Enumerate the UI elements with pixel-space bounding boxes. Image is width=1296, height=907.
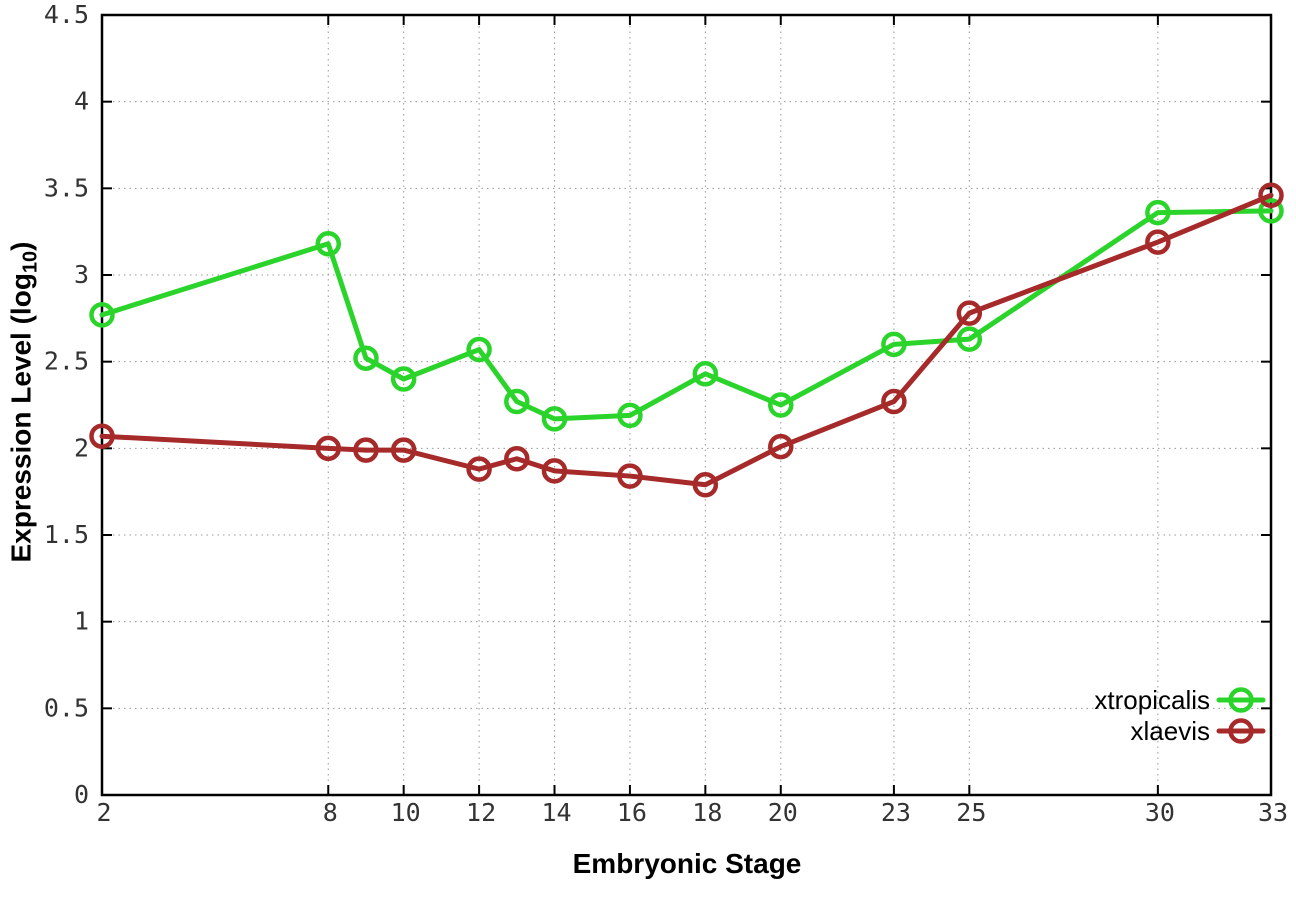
legend-label-xlaevis: xlaevis bbox=[1131, 716, 1210, 746]
marker-xlaevis-18 bbox=[692, 471, 719, 498]
x-tick-label-8: 8 bbox=[323, 798, 338, 827]
series-line-xlaevis bbox=[99, 192, 1274, 488]
marker-xtropicalis-20 bbox=[768, 392, 794, 418]
y-axis-title-text: Expression Level (log bbox=[5, 273, 37, 563]
x-tick-label-33: 33 bbox=[1258, 798, 1288, 827]
marker-xlaevis-12 bbox=[466, 456, 492, 482]
marker-xtropicalis-13 bbox=[504, 388, 530, 415]
marker-xtropicalis-14 bbox=[541, 406, 568, 432]
marker-xtropicalis-2 bbox=[89, 302, 115, 328]
marker-xlaevis-16 bbox=[617, 463, 643, 489]
y-tick-label-1: 1 bbox=[74, 607, 89, 636]
x-tick-label-18: 18 bbox=[692, 798, 722, 827]
marker-xlaevis-33 bbox=[1258, 182, 1284, 209]
marker-xtropicalis-9 bbox=[353, 345, 379, 371]
y-tick-label-2: 2 bbox=[74, 433, 89, 462]
x-tick-label-16: 16 bbox=[617, 798, 647, 827]
marker-xlaevis-25 bbox=[956, 300, 983, 326]
marker-xtropicalis-16 bbox=[617, 402, 643, 429]
y-axis-title-subscript: 10 bbox=[19, 250, 42, 274]
x-tick-label-12: 12 bbox=[466, 798, 496, 827]
y-tick-label-4: 4 bbox=[74, 87, 89, 116]
x-tick-label-30: 30 bbox=[1145, 798, 1175, 827]
x-tick-label-2: 2 bbox=[96, 798, 111, 827]
marker-xlaevis-14 bbox=[541, 458, 568, 484]
marker-xtropicalis-10 bbox=[390, 366, 417, 392]
marker-xtropicalis-8 bbox=[315, 231, 342, 257]
marker-xlaevis-23 bbox=[881, 388, 907, 415]
y-tick-label-3.5: 3.5 bbox=[44, 173, 89, 202]
marker-xlaevis-30 bbox=[1145, 229, 1171, 255]
marker-xlaevis-13 bbox=[504, 445, 530, 472]
marker-xtropicalis-25 bbox=[956, 326, 983, 352]
y-axis-title: Expression Level (log10) bbox=[6, 242, 43, 563]
y-tick-label-2.5: 2.5 bbox=[44, 347, 89, 376]
series-line-xtropicalis bbox=[99, 208, 1274, 422]
marker-xlaevis-8 bbox=[315, 435, 342, 462]
marker-xlaevis-2 bbox=[89, 423, 115, 449]
y-tick-label-0: 0 bbox=[74, 780, 89, 809]
y-tick-label-4.5: 4.5 bbox=[44, 0, 89, 29]
marker-xtropicalis-33 bbox=[1258, 198, 1284, 224]
legend-marker-xtropicalis bbox=[1228, 687, 1254, 713]
x-tick-label-14: 14 bbox=[541, 798, 571, 827]
marker-xlaevis-9 bbox=[353, 437, 379, 463]
marker-xlaevis-10 bbox=[390, 437, 417, 463]
marker-xtropicalis-12 bbox=[466, 336, 492, 363]
marker-xtropicalis-30 bbox=[1145, 199, 1171, 226]
marker-xtropicalis-23 bbox=[881, 331, 907, 358]
plot-border bbox=[100, 13, 1273, 797]
x-tick-label-20: 20 bbox=[768, 798, 798, 827]
y-axis-title-close: ) bbox=[5, 241, 37, 251]
x-tick-label-23: 23 bbox=[881, 798, 911, 827]
marker-xtropicalis-18 bbox=[692, 361, 719, 387]
marker-xlaevis-20 bbox=[768, 433, 794, 460]
legend-label-xtropicalis: xtropicalis bbox=[1094, 685, 1210, 715]
y-tick-label-0.5: 0.5 bbox=[44, 693, 89, 722]
x-tick-label-25: 25 bbox=[956, 798, 986, 827]
y-tick-label-1.5: 1.5 bbox=[44, 520, 89, 549]
legend-marker-xlaevis bbox=[1228, 718, 1254, 744]
y-tick-label-3: 3 bbox=[74, 260, 89, 289]
x-tick-label-10: 10 bbox=[391, 798, 421, 827]
x-axis-title: Embryonic Stage bbox=[572, 848, 802, 879]
